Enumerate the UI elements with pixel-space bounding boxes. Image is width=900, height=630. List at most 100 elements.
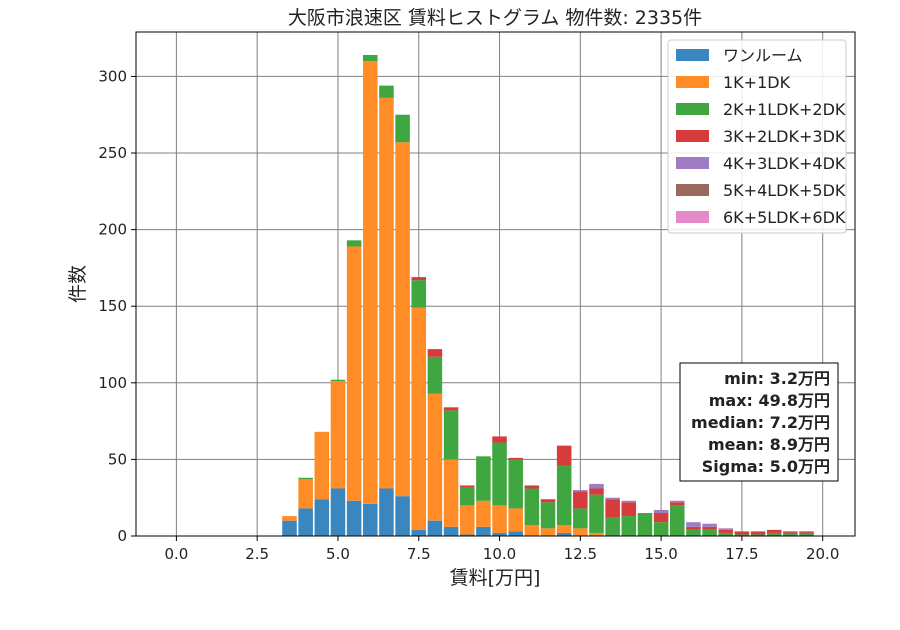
legend-label: 2K+1LDK+2DK — [723, 100, 846, 119]
plot-frame — [135, 31, 856, 537]
bar-segment-series-4 — [686, 526, 701, 530]
stats-line: max: 49.8万円 — [709, 391, 830, 410]
bar-segment-series-4 — [653, 513, 669, 523]
x-tick-label: 12.5 — [564, 545, 597, 563]
bar-segment-series-2 — [330, 381, 346, 489]
bar-segment-series-3 — [766, 532, 782, 536]
stats-box-frame — [679, 362, 839, 482]
bar-segment-series-1 — [314, 499, 330, 536]
y-tick-label: 0 — [117, 527, 127, 545]
bar-segment-series-2 — [314, 431, 330, 500]
bar-segment-series-3 — [573, 508, 588, 529]
bar-segment-series-1 — [363, 503, 378, 536]
legend-label: 6K+5LDK+6DK — [723, 208, 846, 227]
bar-segment-series-2 — [298, 479, 313, 509]
bar-segment-series-3 — [540, 502, 556, 529]
bar-segment-series-3 — [621, 516, 637, 536]
y-axis-label: 件数 — [67, 265, 89, 303]
legend-frame — [667, 39, 847, 234]
bar-segment-series-5 — [686, 522, 701, 527]
bar-segment-series-2 — [492, 505, 507, 533]
legend-label: 4K+3LDK+4DK — [723, 154, 846, 173]
x-tick-label: 0.0 — [164, 545, 188, 563]
bar-segment-series-1 — [492, 532, 507, 536]
bar-segment-series-3 — [379, 85, 394, 98]
chart-title: 大阪市浪速区 賃料ヒストグラム 物件数: 2335件 — [288, 7, 702, 29]
bar-segment-series-1 — [282, 520, 297, 536]
bar-segment-series-5 — [669, 500, 685, 503]
bar-segment-series-1 — [476, 526, 491, 536]
stats-line: Sigma: 5.0万円 — [702, 457, 830, 476]
x-tick-label: 7.5 — [407, 545, 431, 563]
bar-segment-series-3 — [476, 456, 491, 501]
bar-segment-series-2 — [540, 528, 556, 536]
bar-segment-series-4 — [783, 531, 798, 533]
bar-segment-series-1 — [556, 532, 572, 536]
bar-segment-series-4 — [427, 349, 443, 357]
bar-segment-series-4 — [799, 531, 814, 533]
y-tick-label: 250 — [98, 144, 127, 162]
bar-segment-series-2 — [508, 508, 523, 532]
y-tick-label: 50 — [108, 450, 127, 468]
bar-segment-series-4 — [621, 502, 637, 517]
bar-segment-series-4 — [411, 277, 427, 281]
bar-segment-series-4 — [459, 485, 475, 487]
bar-segment-series-3 — [718, 532, 734, 536]
stats-line: median: 7.2万円 — [691, 413, 830, 432]
bar-segment-series-4 — [492, 436, 507, 443]
bar-segment-series-4 — [573, 491, 588, 509]
bar-segment-series-5 — [718, 528, 734, 530]
bar-segment-series-3 — [330, 379, 346, 382]
x-axis-label: 賃料[万円] — [450, 567, 541, 589]
bar-segment-series-5 — [653, 509, 669, 514]
x-tick-label: 15.0 — [644, 545, 677, 563]
legend-label: 3K+2LDK+3DK — [723, 127, 846, 146]
bar-segment-series-3 — [298, 477, 313, 480]
legend-swatch — [676, 184, 709, 196]
bar-segment-series-2 — [573, 528, 588, 536]
x-tick-label: 5.0 — [326, 545, 350, 563]
bar-segment-series-3 — [363, 54, 378, 62]
bar-segment-series-4 — [540, 499, 556, 503]
x-tick-label: 20.0 — [806, 545, 839, 563]
bar-segment-series-3 — [524, 488, 540, 526]
bar-segment-series-3 — [427, 356, 443, 394]
legend-label: 5K+4LDK+5DK — [723, 181, 846, 200]
x-tick-label: 2.5 — [245, 545, 269, 563]
bar-segment-series-4 — [718, 529, 734, 533]
bar-segment-series-4 — [734, 531, 750, 535]
bar-segment-series-3 — [686, 529, 701, 536]
bar-segment-series-3 — [411, 280, 427, 308]
legend-swatch — [676, 76, 709, 88]
bar-segment-series-3 — [799, 532, 814, 536]
x-axis-ticks: 0.0 2.5 5.0 7.5 10.0 12.5 15.0 17.5 20.0 — [164, 536, 839, 563]
bar-segment-series-2 — [589, 532, 604, 536]
bar-segment-series-2 — [395, 142, 410, 497]
bar-segment-series-5 — [573, 490, 588, 492]
legend-swatch — [676, 211, 709, 223]
bar-segment-series-1 — [508, 531, 523, 536]
legend-swatch — [676, 49, 709, 61]
legend-swatch — [676, 103, 709, 115]
bar-segment-series-3 — [669, 505, 685, 536]
bar-segment-series-1 — [443, 526, 459, 536]
bar-segment-series-1 — [298, 508, 313, 536]
bar-segment-series-2 — [556, 525, 572, 533]
y-tick-label: 150 — [98, 297, 127, 315]
bar-segment-series-3 — [653, 522, 669, 536]
x-tick-label: 17.5 — [725, 545, 758, 563]
bar-segment-series-3 — [395, 114, 410, 143]
bar-segment-series-4 — [750, 531, 766, 535]
bar-segment-series-3 — [508, 459, 523, 509]
bar-segment-series-3 — [589, 494, 604, 533]
legend-label: 1K+1DK — [723, 73, 791, 92]
bar-segment-series-2 — [459, 505, 475, 535]
stats-line: mean: 8.9万円 — [708, 435, 830, 454]
bar-segment-series-4 — [669, 502, 685, 506]
legend-swatch — [676, 157, 709, 169]
bar-segment-series-3 — [750, 534, 766, 536]
bar-segment-series-2 — [379, 97, 394, 489]
bar-segment-series-3 — [443, 410, 459, 460]
bar-segment-series-4 — [702, 526, 717, 530]
